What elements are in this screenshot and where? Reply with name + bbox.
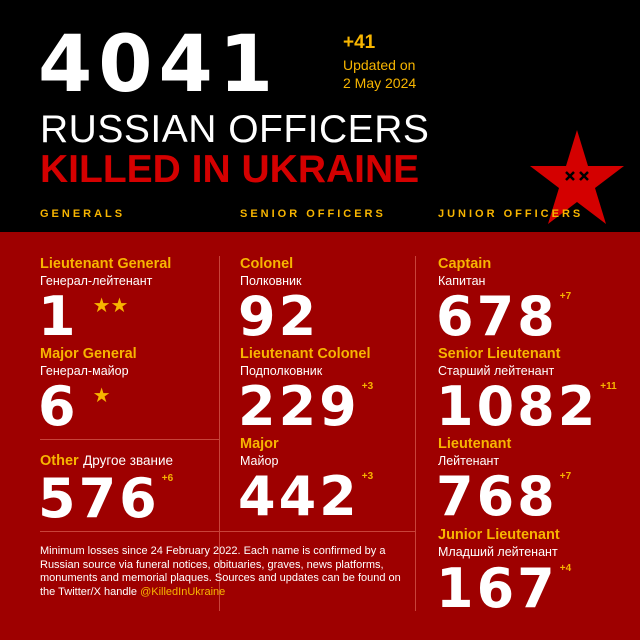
footer-note: Minimum losses since 24 February 2022. E…: [40, 545, 410, 600]
rank-label: Lieutenant: [438, 436, 512, 452]
divider: [219, 256, 220, 611]
title-line1: RUSSIAN OFFICERS: [40, 108, 430, 151]
title-line2: KILLED IN UKRAINE: [40, 148, 420, 191]
rank-label: Junior Lieutenant: [438, 527, 560, 543]
rank-count: 229: [238, 375, 360, 438]
rank-delta: +7: [559, 471, 572, 482]
rank-count-row: 576 +6: [38, 472, 173, 526]
rank-count: 92: [238, 285, 320, 348]
rank-count: 678: [436, 285, 558, 348]
updated-date: 2 May 2024: [343, 75, 417, 91]
rank-count-row: 1082 +11: [436, 380, 617, 434]
divider: [40, 531, 415, 532]
rank-ru: Капитан: [438, 274, 486, 288]
rank-count-row: 167 +4: [436, 562, 571, 616]
rank-count-row: 1 ★★: [38, 290, 128, 344]
rank-ru: Полковник: [240, 274, 302, 288]
rank-count: 6: [38, 375, 79, 438]
rank-ru: Младший лейтенант: [438, 545, 558, 559]
rank-count: 1082: [436, 375, 599, 438]
rank-delta: +4: [559, 563, 572, 574]
rank-ru: Майор: [240, 454, 279, 468]
rank-delta: +3: [361, 471, 374, 482]
star-icon: ★: [92, 385, 111, 407]
rank-count: 1: [38, 285, 79, 348]
divider: [40, 439, 219, 440]
rank-count-row: 768 +7: [436, 470, 571, 524]
rank-ru: Другое звание: [83, 453, 173, 468]
section-generals: GENERALS: [40, 208, 126, 220]
star-icon: ★★: [92, 295, 129, 317]
rank-label: Senior Lieutenant: [438, 346, 561, 362]
divider: [415, 256, 416, 611]
rank-ru: Старший лейтенант: [438, 364, 555, 378]
rank-count-row: 442 +3: [238, 470, 373, 524]
rank-count: 442: [238, 465, 360, 528]
rank-count: 768: [436, 465, 558, 528]
total-count: 4041: [38, 20, 280, 110]
rank-ru: Подполковник: [240, 364, 323, 378]
twitter-handle-link[interactable]: @KilledInUkraine: [140, 586, 226, 599]
stats-band: [0, 232, 640, 640]
rank-count-row: 92: [238, 290, 319, 344]
rank-label: Colonel: [240, 256, 294, 272]
rank-count: 167: [436, 557, 558, 620]
rank-count: 576: [38, 467, 160, 530]
rank-delta: +6: [161, 473, 174, 484]
rank-count-row: 678 +7: [436, 290, 571, 344]
rank-label: Captain: [438, 256, 492, 272]
footer-text: Minimum losses since 24 February 2022. E…: [40, 545, 401, 599]
section-senior: SENIOR OFFICERS: [240, 208, 386, 220]
rank-count-row: 229 +3: [238, 380, 373, 434]
rank-label: Major: [240, 436, 279, 452]
rank-label: Lieutenant General: [40, 256, 172, 272]
rank-ru: Генерал-майор: [40, 364, 129, 378]
rank-delta: +3: [361, 381, 374, 392]
section-junior: JUNIOR OFFICERS: [438, 208, 584, 220]
star-logo-icon: [530, 130, 624, 224]
header-band: [0, 0, 640, 232]
rank-ru: Генерал-лейтенант: [40, 274, 153, 288]
rank-label: Lieutenant Colonel: [240, 346, 371, 362]
rank-count-row: 6 ★: [38, 380, 111, 434]
rank-delta: +11: [600, 381, 617, 392]
rank-ru: Лейтенант: [438, 454, 500, 468]
updated-label: Updated on: [343, 57, 416, 73]
rank-label: Major General: [40, 346, 137, 362]
rank-label: Other: [40, 453, 79, 469]
rank-other: Other Другое звание: [40, 452, 173, 470]
total-delta: +41: [343, 32, 376, 53]
rank-delta: +7: [559, 291, 572, 302]
